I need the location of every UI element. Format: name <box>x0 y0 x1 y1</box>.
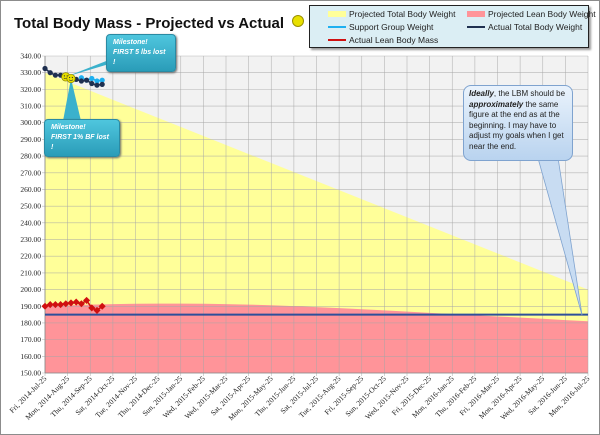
callout-line: FIRST 1% BF lost ! <box>51 134 109 151</box>
chart-title-text: Total Body Mass - Projected vs Actual <box>14 15 285 32</box>
actual-total-point <box>89 80 95 87</box>
legend-swatch <box>467 11 485 17</box>
actual-lean-point <box>67 299 75 307</box>
note-emphasis: approximately <box>469 99 524 109</box>
actual-lean-point <box>93 306 101 314</box>
actual-lean-point <box>77 300 85 308</box>
legend-swatch <box>328 39 346 41</box>
support-group-point <box>89 75 95 82</box>
actual-total-point <box>99 81 105 87</box>
y-tick-label: 170.00 <box>20 335 41 344</box>
smiley-eye <box>63 75 65 77</box>
y-tick-label: 280.00 <box>20 152 41 161</box>
y-tick-label: 190.00 <box>20 302 41 311</box>
y-tick-label: 260.00 <box>20 185 41 194</box>
actual-lean-point <box>57 301 65 309</box>
y-tick-label: 210.00 <box>20 268 41 277</box>
y-tick-label: 200.00 <box>20 285 41 294</box>
callout-line: Milestone! <box>51 124 86 131</box>
legend-item-projected-total: Projected Total Body Weight <box>328 9 455 19</box>
note-emphasis: Ideally <box>469 89 494 98</box>
legend-item-support: Support Group Weight <box>328 22 433 32</box>
legend-item-projected-lean: Projected Lean Body Weight <box>467 9 596 19</box>
y-tick-label: 150.00 <box>20 369 41 378</box>
milestone-callout-1: Milestone! FIRST 5 lbs lost ! <box>106 34 176 72</box>
callout-pointer <box>63 78 81 121</box>
y-tick-label: 160.00 <box>20 352 41 361</box>
smiley-eye <box>68 76 71 79</box>
callout-line: FIRST 5 lbs lost ! <box>113 49 166 66</box>
y-tick-label: 310.00 <box>20 102 41 111</box>
y-tick-label: 320.00 <box>20 85 41 94</box>
actual-lean-point <box>98 302 106 310</box>
actual-total-point <box>83 77 90 83</box>
legend-label: Projected Lean Body Weight <box>488 9 596 19</box>
legend-swatch <box>328 26 346 28</box>
y-tick-label: 230.00 <box>20 235 41 244</box>
smiley-eye <box>71 76 73 79</box>
legend: Projected Total Body Weight Projected Le… <box>309 5 596 48</box>
support-group-point <box>94 78 100 84</box>
y-tick-label: 180.00 <box>20 318 41 327</box>
actual-lean-point <box>62 300 70 308</box>
actual-total-point <box>78 78 84 84</box>
actual-lean-point <box>51 301 59 309</box>
y-tick-label: 340.00 <box>20 52 41 61</box>
smiley-mouth <box>68 79 74 81</box>
y-tick-label: 290.00 <box>20 135 41 144</box>
y-tick-label: 220.00 <box>20 252 41 261</box>
legend-label: Actual Total Body Weight <box>488 22 583 32</box>
y-tick-label: 300.00 <box>20 118 41 127</box>
note-callout: Ideally, the LBM should be approximately… <box>463 85 573 161</box>
legend-item-actual-lean: Actual Lean Body Mass <box>328 35 438 45</box>
y-tick-label: 330.00 <box>20 68 41 77</box>
smiley-marker-icon <box>66 73 76 84</box>
legend-label: Support Group Weight <box>349 22 434 32</box>
legend-item-actual-total: Actual Total Body Weight <box>467 22 582 32</box>
actual-total-point <box>42 65 48 72</box>
y-tick-label: 270.00 <box>20 168 41 177</box>
actual-total-point <box>47 70 53 76</box>
note-text: the same figure at the end as at the beg… <box>469 99 564 151</box>
milestone-callout-2: Milestone! FIRST 1% BF lost ! <box>44 119 120 157</box>
y-tick-label: 250.00 <box>20 202 41 211</box>
y-tick-label: 240.00 <box>20 218 41 227</box>
callout-line: Milestone! <box>113 39 148 46</box>
note-text: , the LBM should be <box>493 89 566 98</box>
actual-total-point <box>52 72 58 78</box>
support-group-point <box>99 77 105 83</box>
smiley-icon <box>292 15 305 27</box>
legend-swatch <box>328 11 346 17</box>
legend-swatch <box>467 26 485 28</box>
actual-total-point <box>94 82 100 88</box>
chart-title: Total Body Mass - Projected vs Actual <box>14 15 305 32</box>
legend-label: Actual Lean Body Mass <box>349 35 439 45</box>
x-tick-label: Mon, 2016-Jul-25 <box>547 374 592 419</box>
legend-label: Projected Total Body Weight <box>349 9 456 19</box>
actual-lean-point <box>88 304 96 312</box>
actual-lean-point <box>46 301 54 309</box>
actual-lean-point <box>83 296 91 304</box>
